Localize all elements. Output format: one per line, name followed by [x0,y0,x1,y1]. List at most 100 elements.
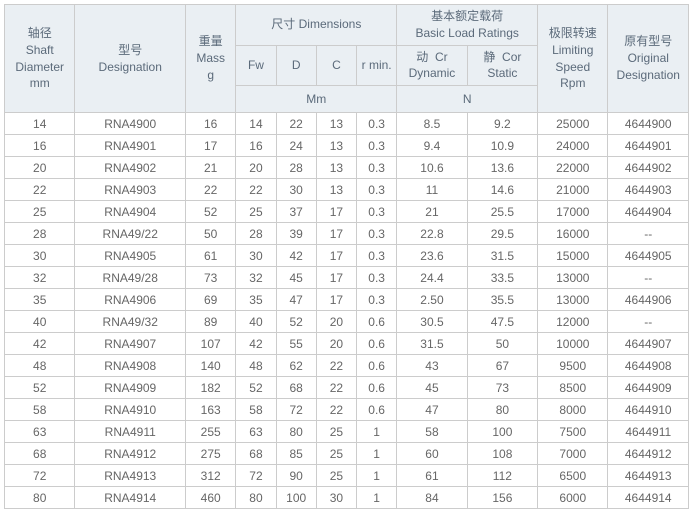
cell: 28 [236,223,276,245]
cell: 52 [276,311,316,333]
cell: 22 [236,179,276,201]
table-row: 20RNA4902212028130.310.613.6220004644902 [5,157,689,179]
cell: 9500 [538,355,608,377]
cell: RNA4914 [75,487,186,509]
table-row: 32RNA49/28733245170.324.433.513000-- [5,267,689,289]
cell: 7000 [538,443,608,465]
cell: 8000 [538,399,608,421]
cell: RNA49/22 [75,223,186,245]
cell: 73 [186,267,236,289]
cell: 42 [276,245,316,267]
cell: 100 [276,487,316,509]
cell: 31.5 [397,333,467,355]
cell: RNA4900 [75,113,186,135]
cell: 47 [397,399,467,421]
table-row: 72RNA491331272902516111265004644913 [5,465,689,487]
table-row: 80RNA4914460801003018415660004644914 [5,487,689,509]
cell: 20 [316,311,356,333]
cell: 47 [276,289,316,311]
cell: 0.3 [357,113,397,135]
cell: 22000 [538,157,608,179]
cell: RNA4906 [75,289,186,311]
cell: RNA4904 [75,201,186,223]
cell: 35 [236,289,276,311]
cell: 156 [467,487,537,509]
cell: 80 [5,487,75,509]
cell: 30.5 [397,311,467,333]
hdr-mass: 重量Massg [186,5,236,113]
cell: 13.6 [467,157,537,179]
table-row: 63RNA491125563802515810075004644911 [5,421,689,443]
cell: 10.9 [467,135,537,157]
cell: 21 [397,201,467,223]
cell: 0.3 [357,201,397,223]
cell: RNA4905 [75,245,186,267]
cell: 25 [236,201,276,223]
table-row: 48RNA49081404862220.6436795004644908 [5,355,689,377]
table-header: 轴径ShaftDiametermm 型号Designation 重量Massg … [5,5,689,113]
cell: 58 [397,421,467,443]
cell: 40 [236,311,276,333]
hdr-speed: 极限转速LimitingSpeedRpm [538,5,608,113]
cell: 13000 [538,289,608,311]
cell: -- [608,223,689,245]
cell: 20 [236,157,276,179]
cell: 275 [186,443,236,465]
cell: 24000 [538,135,608,157]
cell: RNA4912 [75,443,186,465]
cell: 13 [316,157,356,179]
hdr-dim-unit: Mm [236,86,397,113]
cell: 16000 [538,223,608,245]
cell: 48 [5,355,75,377]
table-row: 25RNA4904522537170.32125.5170004644904 [5,201,689,223]
cell: 60 [397,443,467,465]
cell: 85 [276,443,316,465]
cell: 32 [236,267,276,289]
cell: 22 [316,399,356,421]
cell: 4644908 [608,355,689,377]
cell: 52 [186,201,236,223]
cell: 9.4 [397,135,467,157]
table-row: 28RNA49/22502839170.322.829.516000-- [5,223,689,245]
hdr-d: D [276,45,316,86]
cell: 1 [357,465,397,487]
cell: 0.3 [357,157,397,179]
cell: 22.8 [397,223,467,245]
cell: 17000 [538,201,608,223]
cell: 48 [236,355,276,377]
cell: 31.5 [467,245,537,267]
table-row: 30RNA4905613042170.323.631.5150004644905 [5,245,689,267]
cell: 17 [316,289,356,311]
cell: 4644904 [608,201,689,223]
cell: 72 [236,465,276,487]
cell: RNA4911 [75,421,186,443]
cell: 17 [186,135,236,157]
cell: 107 [186,333,236,355]
table-row: 22RNA4903222230130.31114.6210004644903 [5,179,689,201]
cell: 255 [186,421,236,443]
cell: 25.5 [467,201,537,223]
cell: 72 [5,465,75,487]
cell: 10.6 [397,157,467,179]
cell: 9.2 [467,113,537,135]
cell: 24.4 [397,267,467,289]
cell: 4644907 [608,333,689,355]
cell: 14 [236,113,276,135]
cell: RNA4913 [75,465,186,487]
table-body: 14RNA4900161422130.38.59.225000464490016… [5,113,689,509]
cell: 42 [5,333,75,355]
cell: 37 [276,201,316,223]
cell: 4644903 [608,179,689,201]
cell: 312 [186,465,236,487]
cell: 13000 [538,267,608,289]
cell: 0.6 [357,311,397,333]
cell: 4644914 [608,487,689,509]
cell: 55 [276,333,316,355]
cell: 7500 [538,421,608,443]
cell: 32 [5,267,75,289]
cell: 58 [236,399,276,421]
hdr-dimensions: 尺寸 Dimensions [236,5,397,46]
cell: 21000 [538,179,608,201]
cell: 4644913 [608,465,689,487]
cell: 16 [236,135,276,157]
